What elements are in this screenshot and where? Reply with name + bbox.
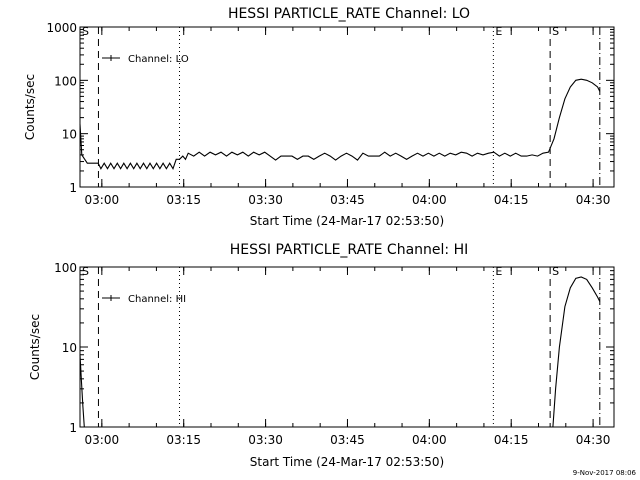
x-tick-label: 04:30	[576, 193, 611, 207]
x-tick-label: 04:30	[576, 433, 611, 447]
plot-frame	[79, 26, 615, 188]
event-marker-label: E	[495, 25, 502, 38]
x-tick-label: 03:00	[85, 193, 120, 207]
plot-area-lo: 1 10 100 1000 03:00 03:15 03:30 03:45 04:00 04:15…	[46, 21, 615, 207]
y-tick-label: 100	[54, 261, 77, 275]
x-tick-label: 04:00	[412, 433, 447, 447]
data-series-line	[79, 354, 85, 428]
chart-title-hi: HESSI PARTICLE_RATE Channel: HI	[230, 242, 468, 258]
y-tick-label: 10	[62, 341, 77, 355]
event-marker-label: E	[495, 265, 502, 278]
x-tick-label: 03:30	[248, 433, 283, 447]
x-tick-label: 03:45	[330, 433, 365, 447]
x-tick-label: 03:00	[85, 433, 120, 447]
event-marker-label: S	[552, 265, 559, 278]
x-tick-label: 03:15	[166, 433, 201, 447]
event-marker-label: S	[552, 25, 559, 38]
x-axis-label-hi: Start Time (24-Mar-17 02:53:50)	[250, 455, 444, 469]
y-axis-label-hi: Counts/sec	[28, 314, 42, 380]
y-tick-label: 1000	[46, 21, 77, 35]
y-tick-label: 1	[69, 181, 77, 195]
legend-hi: Channel: HI	[102, 294, 186, 305]
x-tick-label: 03:45	[330, 193, 365, 207]
event-marker-label: S	[82, 25, 89, 38]
data-series-line	[79, 78, 601, 170]
data-series-line	[552, 276, 601, 428]
x-tick-label: 04:15	[494, 433, 529, 447]
x-tick-label: 03:30	[248, 193, 283, 207]
chart-title-lo: HESSI PARTICLE_RATE Channel: LO	[228, 6, 470, 22]
footer-date: 9-Nov-2017 08:06	[573, 469, 637, 477]
x-axis-label-lo: Start Time (24-Mar-17 02:53:50)	[250, 214, 444, 228]
plot-frame	[79, 266, 615, 428]
y-tick-label: 10	[62, 128, 77, 142]
x-tick-label: 04:15	[494, 193, 529, 207]
plot-area-hi: 1 10 100 03:00 03:15 03:30 03:45 04:00 04:15 04:3…	[54, 261, 615, 447]
x-tick-label: 03:15	[166, 193, 201, 207]
legend-label-lo: Channel: LO	[128, 54, 189, 65]
y-axis-label-lo: Counts/sec	[23, 74, 37, 140]
legend-label-hi: Channel: HI	[128, 294, 186, 305]
legend-lo: Channel: LO	[102, 54, 189, 65]
event-marker-label: S	[82, 265, 89, 278]
y-tick-label: 1	[69, 421, 77, 435]
y-tick-label: 100	[54, 74, 77, 88]
x-tick-label: 04:00	[412, 193, 447, 207]
